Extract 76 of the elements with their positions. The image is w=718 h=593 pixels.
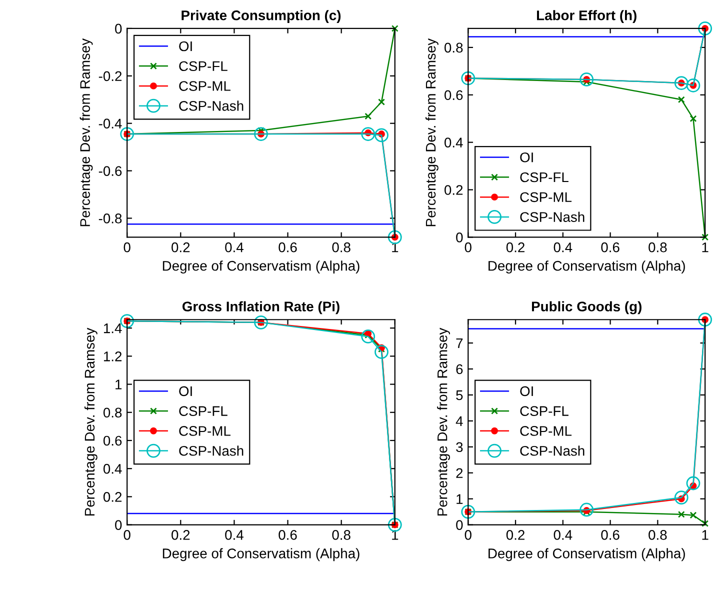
x-tick-label: 0 [464, 530, 472, 540]
x-tick-label: 0.6 [278, 242, 297, 252]
x-tick-label: 0.6 [601, 530, 620, 540]
x-tick-label: 0 [464, 242, 472, 252]
x-tick-label: 0.4 [225, 242, 244, 252]
x-tick-label: 0.4 [554, 530, 572, 540]
y-axis-title: Percentage Dev. from Ramsey [80, 38, 93, 226]
y-tick-label: 0.8 [444, 42, 463, 53]
y-axis-title: Percentage Dev. from Ramsey [425, 38, 438, 226]
y-tick-label: 7 [456, 338, 463, 348]
x-axis-title: Degree of Conservatism (Alpha) [488, 548, 685, 562]
y-tick-label: -0.2 [98, 71, 122, 82]
x-axis-title: Degree of Conservatism (Alpha) [162, 548, 360, 562]
legend-label: CSP-FL [179, 61, 228, 72]
y-tick-label: 1.2 [104, 352, 122, 362]
y-tick-label: 0.4 [103, 464, 122, 474]
x-tick-label: 0.6 [601, 242, 620, 252]
x-tick-label: 0.8 [648, 530, 667, 540]
x-tick-label: 0 [124, 242, 130, 252]
legend-label: CSP-Nash [520, 446, 584, 456]
legend-label: CSP-Nash [179, 100, 244, 111]
y-tick-label: 0 [115, 520, 122, 530]
legend-label: CSP-FL [520, 172, 568, 182]
y-tick-label: 5 [456, 390, 463, 400]
y-tick-label: 3 [456, 442, 463, 452]
y-tick-label: 0.4 [444, 138, 463, 148]
legend-label: CSP-ML [179, 81, 230, 91]
legend-label: CSP-ML [520, 426, 572, 436]
x-axis-title: Degree of Conservatism (Alpha) [488, 260, 685, 274]
x-tick-label: 0.6 [278, 530, 297, 540]
y-tick-label: 6 [456, 364, 463, 374]
legend-label: OI [520, 152, 533, 162]
legend-label: CSP-FL [179, 406, 228, 416]
x-tick-label: 0.8 [648, 242, 667, 252]
chart-title: Private Consumption (c) [182, 10, 341, 24]
legend-label: CSP-Nash [179, 446, 244, 456]
chart-title: Gross Inflation Rate (Pi) [182, 301, 340, 314]
chart-title: Public Goods (g) [532, 301, 642, 314]
y-tick-label: 2 [456, 468, 463, 478]
y-tick-label: 0 [456, 520, 463, 530]
y-tick-label: 0.2 [444, 185, 463, 195]
x-tick-label: 0.2 [506, 242, 524, 252]
y-tick-label: 1 [116, 380, 122, 390]
y-axis-title: Percentage Dev. from Ramsey [84, 328, 98, 516]
y-tick-label: 0.2 [103, 492, 122, 502]
x-tick-label: 0.8 [332, 242, 350, 252]
y-tick-label: 1.4 [104, 324, 122, 334]
y-tick-label: -0.6 [98, 166, 122, 176]
legend-label: CSP-ML [520, 192, 572, 202]
x-tick-label: 0.4 [225, 530, 244, 540]
x-tick-label: 0 [124, 530, 130, 540]
legend-label: OI [520, 386, 533, 396]
y-tick-label: 0.6 [444, 90, 463, 100]
x-tick-label: 0.2 [172, 242, 190, 252]
chart-title: Labor Effort (h) [537, 10, 636, 24]
legend-label: OI [179, 41, 192, 52]
legend-label: CSP-Nash [520, 212, 584, 222]
legend-label: CSP-FL [520, 406, 568, 416]
y-tick-label: 4 [456, 416, 463, 426]
y-tick-label: -0.8 [98, 214, 122, 224]
y-tick-label: 0.6 [103, 436, 122, 446]
x-tick-label: 1 [702, 530, 708, 540]
x-tick-label: 0.2 [506, 530, 524, 540]
y-tick-label: 0 [115, 24, 122, 34]
x-tick-label: 1 [702, 242, 708, 252]
y-tick-label: 0 [456, 232, 463, 242]
y-tick-label: 1 [456, 494, 463, 504]
x-tick-label: 0.2 [172, 530, 190, 540]
y-axis-title: Percentage Dev. from Ramsey [437, 328, 450, 516]
x-axis-title: Degree of Conservatism (Alpha) [162, 260, 360, 274]
legend-label: OI [179, 386, 192, 396]
y-tick-label: -0.4 [98, 118, 122, 129]
x-tick-label: 0.4 [554, 242, 572, 252]
x-tick-label: 0.8 [332, 530, 350, 540]
legend-label: CSP-ML [179, 426, 230, 436]
y-tick-label: 0.8 [103, 408, 122, 418]
